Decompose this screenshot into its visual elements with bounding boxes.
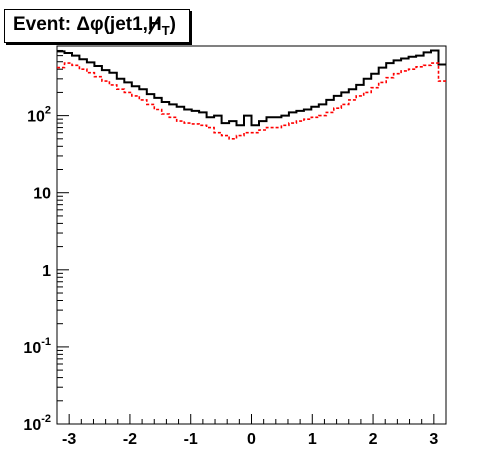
y-tick-label: 10-1 [23,336,51,357]
title-prefix: Event: [13,14,77,35]
x-tick-label: -3 [62,431,76,448]
y-tick-base: 10 [27,109,45,126]
chart-title-box: Event: Δφ(jet1,HT) [4,9,190,43]
x-axis: -3 -2 -1 0 1 2 3 [56,414,447,448]
chart-title: Event: Δφ(jet1,HT) [13,14,176,38]
y-tick-exponent: -1 [41,336,51,348]
title-delta-phi: Δφ(jet1, [76,14,148,35]
x-tick-label: 3 [429,431,438,448]
y-tick-label-text: 1 [42,263,51,280]
series-line-0 [57,49,446,127]
y-tick-exponent: 2 [45,105,51,117]
title-close: ) [169,14,176,35]
y-tick-label-text: 102 [27,105,51,126]
y-tick-label: 1 [42,263,51,280]
y-tick-label: 10 [33,186,51,203]
x-tick-label: 2 [369,431,378,448]
y-tick-base: 1 [42,263,51,280]
x-tick-label: -2 [123,431,137,448]
series-line-1 [57,62,446,140]
x-tick-label: 1 [308,431,317,448]
y-tick-label-text: 10-1 [23,336,51,357]
x-tick-label: -1 [184,431,198,448]
y-tick-label: 102 [27,105,51,126]
title-subscript: T [161,22,170,38]
met-slash-icon [147,16,160,35]
x-tick-label: 0 [247,431,256,448]
y-tick-label: 10-2 [23,413,51,434]
y-tick-label-text: 10-2 [23,413,51,434]
plot-frame [56,45,447,425]
series-layer [57,49,446,140]
y-tick-exponent: -2 [41,413,51,425]
y-tick-base: 10 [33,186,51,203]
y-tick-base: 10 [23,417,41,434]
plot-area-border [56,45,447,425]
y-tick-label-text: 10 [33,186,51,203]
y-tick-base: 10 [23,340,41,357]
